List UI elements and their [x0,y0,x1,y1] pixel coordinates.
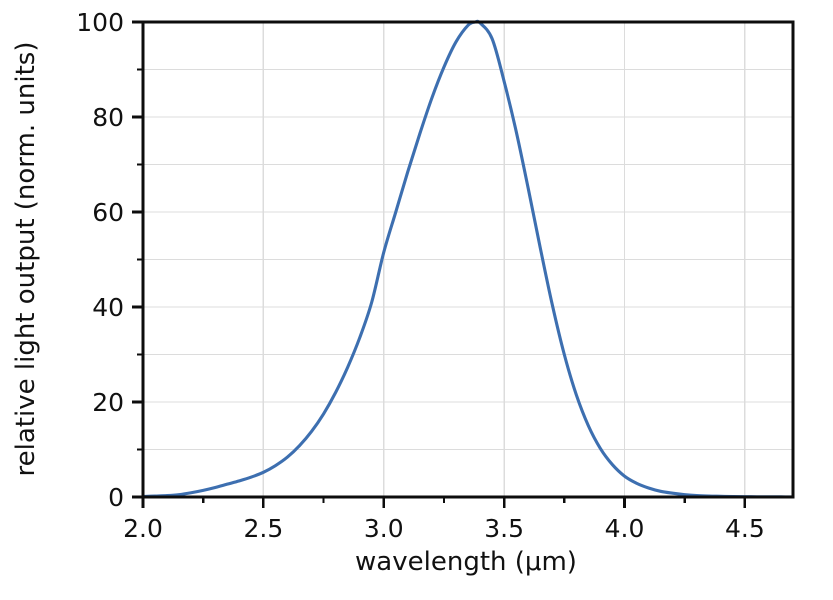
x-tick-label: 3.0 [364,514,404,543]
x-axis-title: wavelength (μm) [355,547,577,577]
y-tick-label: 100 [76,8,124,37]
x-tick-label: 4.0 [605,514,645,543]
y-tick-label: 60 [92,198,124,227]
x-tick-label: 4.5 [725,514,765,543]
gridlines [143,22,793,497]
y-tick-label: 0 [108,483,124,512]
x-tick-label: 3.5 [484,514,524,543]
axis-ticks [132,20,747,508]
axis-tick-labels: 2.0 2.5 3.0 3.5 4.0 4.5 0 20 40 60 80 100 [76,8,764,543]
y-tick-label: 20 [92,388,124,417]
y-tick-label: 40 [92,293,124,322]
y-axis-title: relative light output (norm. units) [11,42,41,477]
x-tick-label: 2.5 [243,514,283,543]
x-tick-label: 2.0 [123,514,163,543]
y-tick-label: 80 [92,103,124,132]
